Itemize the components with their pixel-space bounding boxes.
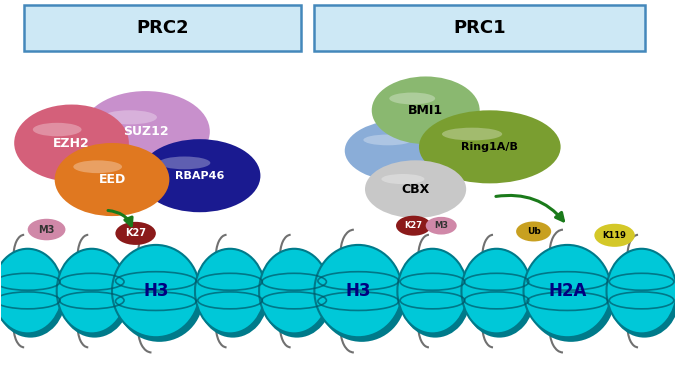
Ellipse shape (259, 249, 329, 334)
Text: SUZ12: SUZ12 (123, 125, 168, 138)
FancyBboxPatch shape (24, 5, 301, 51)
Ellipse shape (318, 254, 406, 342)
Circle shape (594, 224, 635, 247)
Text: M3: M3 (434, 221, 448, 230)
Text: BMI1: BMI1 (408, 104, 443, 117)
Text: EED: EED (99, 173, 126, 186)
Ellipse shape (0, 249, 63, 334)
Text: H2A: H2A (548, 282, 587, 300)
Circle shape (516, 222, 551, 242)
Text: K27: K27 (404, 221, 422, 230)
Ellipse shape (314, 245, 402, 337)
Ellipse shape (55, 143, 170, 216)
Text: K27: K27 (125, 229, 146, 239)
Ellipse shape (139, 139, 260, 212)
Ellipse shape (389, 93, 435, 104)
Circle shape (396, 216, 431, 236)
Text: CBX: CBX (402, 183, 430, 196)
Text: EZH2: EZH2 (53, 137, 90, 149)
FancyBboxPatch shape (314, 5, 645, 51)
Circle shape (28, 219, 66, 240)
Ellipse shape (381, 174, 425, 184)
Ellipse shape (112, 245, 199, 337)
Ellipse shape (372, 76, 480, 144)
Ellipse shape (33, 123, 82, 136)
Ellipse shape (609, 257, 676, 338)
Ellipse shape (262, 257, 332, 338)
Ellipse shape (82, 91, 210, 172)
Text: Ring1A/B: Ring1A/B (461, 142, 518, 152)
Text: RBAP46: RBAP46 (175, 171, 224, 181)
Circle shape (426, 217, 457, 235)
Ellipse shape (0, 257, 66, 338)
Ellipse shape (527, 254, 614, 342)
Text: M3: M3 (39, 225, 55, 235)
Ellipse shape (73, 160, 122, 173)
Ellipse shape (400, 257, 470, 338)
Ellipse shape (606, 249, 676, 334)
Ellipse shape (57, 249, 127, 334)
Ellipse shape (397, 249, 468, 334)
Ellipse shape (462, 249, 531, 334)
Ellipse shape (442, 128, 502, 141)
Ellipse shape (159, 156, 210, 169)
Ellipse shape (198, 257, 268, 338)
Ellipse shape (116, 254, 203, 342)
Ellipse shape (464, 257, 535, 338)
Text: Ub: Ub (527, 227, 541, 236)
Ellipse shape (523, 245, 611, 337)
Ellipse shape (103, 110, 157, 124)
Ellipse shape (14, 105, 129, 181)
Text: K119: K119 (602, 231, 627, 240)
Ellipse shape (419, 110, 560, 183)
Ellipse shape (365, 160, 466, 218)
Circle shape (116, 222, 156, 245)
Ellipse shape (195, 249, 265, 334)
Text: PRC2: PRC2 (137, 19, 189, 37)
Text: PRC1: PRC1 (454, 19, 506, 37)
Text: H3: H3 (345, 282, 371, 300)
Text: H3: H3 (143, 282, 168, 300)
Ellipse shape (345, 120, 460, 181)
Ellipse shape (364, 135, 412, 145)
Ellipse shape (59, 257, 130, 338)
